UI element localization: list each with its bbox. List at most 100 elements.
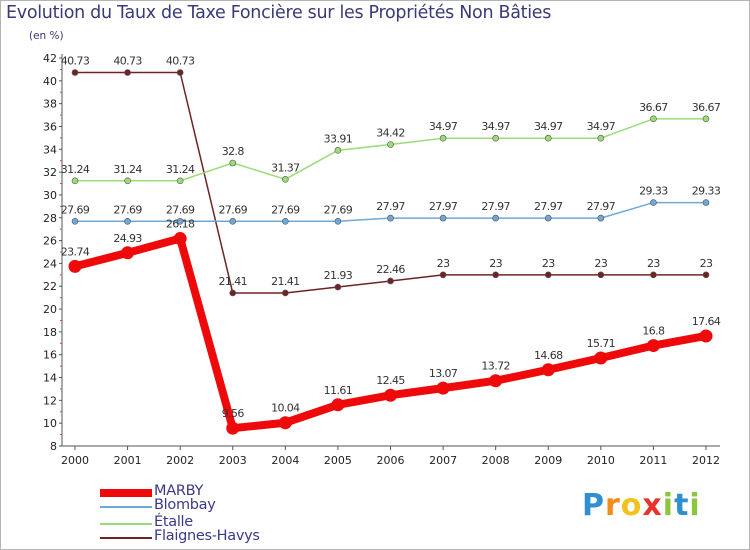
data-label-blombay: 27.69 [324, 203, 353, 216]
data-point-marby [226, 421, 240, 435]
data-point-marby [436, 381, 450, 395]
data-label-flaignes-havys: 40.73 [61, 54, 90, 67]
data-label-flaignes-havys: 23 [647, 257, 660, 270]
y-tick-label: 24 [43, 257, 57, 270]
x-tick-label: 2006 [377, 454, 405, 467]
y-tick-label: 16 [43, 349, 57, 362]
legend-item-etalle: Étalle [100, 514, 320, 532]
data-point--talle [439, 134, 447, 142]
data-label-flaignes-havys: 23 [542, 257, 555, 270]
data-label-marby: 16.8 [642, 325, 665, 338]
y-tick-label: 42 [43, 52, 57, 65]
y-tick-label: 40 [43, 75, 57, 88]
data-point--talle [597, 134, 605, 142]
data-label--talle: 34.97 [587, 120, 616, 133]
y-tick-label: 34 [43, 143, 57, 156]
data-point-marby [173, 232, 187, 246]
data-point-flaignes-havys [334, 283, 342, 291]
x-tick-label: 2003 [219, 454, 247, 467]
y-tick-label: 26 [43, 235, 57, 248]
data-point-flaignes-havys [387, 277, 394, 285]
series-line-flaignes-havys [74, 71, 707, 294]
data-point-flaignes-havys [176, 69, 184, 76]
data-point-marby [646, 339, 660, 353]
data-point--talle [650, 115, 657, 123]
data-label-marby: 26.18 [166, 218, 195, 231]
data-point-blombay [650, 199, 657, 206]
y-tick-label: 10 [43, 417, 57, 430]
y-tick-label: 14 [43, 372, 57, 385]
data-label--talle: 34.97 [481, 120, 510, 133]
data-label-marby: 13.72 [481, 360, 510, 373]
x-tick-label: 2008 [482, 454, 510, 467]
data-label-flaignes-havys: 21.41 [219, 275, 248, 288]
data-point-marby [278, 416, 292, 430]
data-label-marby: 14.68 [534, 349, 563, 362]
data-point-marby [489, 374, 503, 388]
x-tick-label: 2012 [692, 454, 720, 467]
data-point-flaignes-havys [597, 271, 605, 279]
legend-swatch-marby [100, 489, 152, 497]
legend-item-flaignes-havys: Flaignes-Havys [100, 528, 320, 546]
data-label-marby: 15.71 [587, 337, 616, 350]
y-tick-label: 22 [43, 280, 57, 293]
data-label-blombay: 29.33 [639, 185, 668, 198]
logo-letter: i [689, 488, 701, 523]
data-label-marby: 11.61 [324, 384, 353, 397]
data-point--talle [492, 134, 499, 142]
data-label-flaignes-havys: 23 [489, 257, 502, 270]
data-point-marby [331, 398, 345, 412]
y-tick-label: 36 [43, 120, 57, 133]
data-point-blombay [544, 214, 552, 222]
data-label-marby: 17.64 [692, 315, 721, 328]
data-point--talle [544, 134, 552, 142]
x-tick-label: 2001 [114, 454, 142, 467]
data-label-marby: 9.56 [222, 407, 245, 420]
y-tick-label: 38 [43, 98, 57, 111]
data-point-marby [699, 329, 713, 343]
y-tick-label: 32 [43, 166, 57, 179]
legend-label-blombay: Blombay [154, 497, 216, 513]
data-label--talle: 34.42 [376, 127, 405, 140]
data-label--talle: 34.97 [429, 120, 458, 133]
x-tick-label: 2005 [324, 454, 352, 467]
logo-letter: x [642, 488, 663, 523]
data-label-marby: 12.45 [376, 374, 405, 387]
data-point-flaignes-havys [702, 271, 710, 279]
legend-item-marby: MARBY [100, 483, 320, 501]
data-point-flaignes-havys [124, 69, 131, 76]
x-tick-label: 2004 [271, 454, 299, 467]
data-label-flaignes-havys: 22.46 [376, 263, 405, 276]
data-label-flaignes-havys: 21.41 [271, 275, 300, 288]
x-tick-label: 2000 [61, 454, 89, 467]
data-point-flaignes-havys [439, 271, 447, 279]
data-label-marby: 10.04 [271, 402, 300, 415]
data-label-blombay: 27.69 [166, 203, 195, 216]
data-point-flaignes-havys [282, 289, 289, 297]
data-point--talle [334, 147, 342, 154]
data-point--talle [387, 141, 394, 148]
data-point-flaignes-havys [71, 69, 79, 76]
legend-swatch-flaignes-havys [100, 537, 152, 539]
data-point--talle [176, 177, 184, 185]
data-point-blombay [387, 214, 394, 222]
data-point--talle [229, 159, 237, 167]
chart-subtitle: (en %) [29, 30, 64, 42]
logo-letter: P [582, 488, 605, 523]
logo-letter: o [620, 488, 643, 523]
data-label-flaignes-havys: 40.73 [113, 54, 142, 67]
x-tick-label: 2011 [639, 454, 667, 467]
data-point-flaignes-havys [492, 271, 499, 279]
data-label-blombay: 27.97 [587, 200, 616, 213]
data-label-blombay: 29.33 [692, 185, 721, 198]
data-label--talle: 36.67 [639, 101, 668, 114]
data-label-marby: 13.07 [429, 367, 458, 380]
data-label-flaignes-havys: 21.93 [324, 269, 353, 282]
logo-letter: t [674, 488, 690, 523]
y-tick-label: 8 [50, 440, 57, 453]
legend-label-flaignes-havys: Flaignes-Havys [154, 528, 260, 544]
data-label-blombay: 27.97 [376, 200, 405, 213]
data-point-marby [68, 259, 82, 273]
x-tick-label: 2009 [534, 454, 562, 467]
